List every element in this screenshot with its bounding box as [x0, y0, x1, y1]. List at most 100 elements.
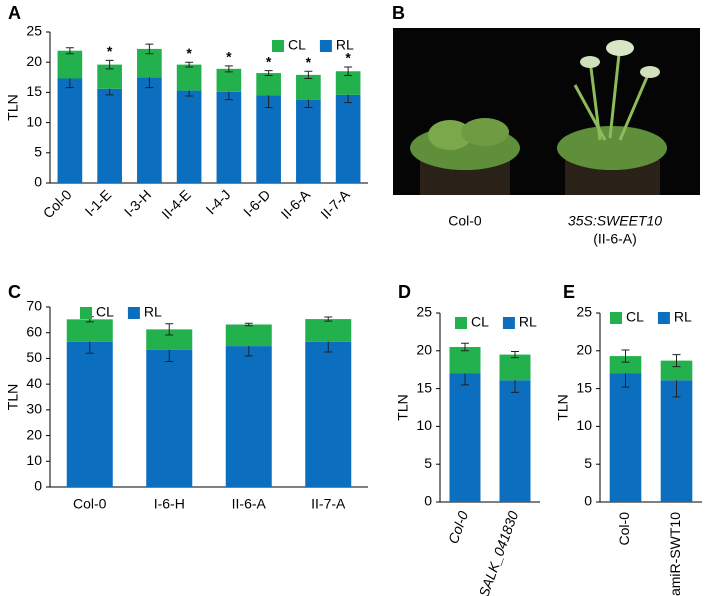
x-tick-label: Col-0: [40, 186, 75, 221]
y-axis-label: TLN: [395, 394, 411, 420]
y-tick-label: 25: [26, 23, 42, 39]
panel-letter: C: [8, 282, 21, 302]
y-tick-label: 20: [416, 342, 432, 358]
x-tick-label: I-6-H: [154, 496, 185, 512]
error-bar: [145, 43, 154, 55]
significance-marker: *: [226, 49, 232, 65]
bar-segment: [296, 74, 321, 100]
x-tick-label: I-6-D: [240, 186, 273, 219]
y-tick-label: 20: [26, 426, 42, 442]
bar-segment: [66, 341, 113, 487]
stems: [573, 44, 652, 141]
error-bar: [105, 59, 114, 70]
flowers: [580, 56, 600, 68]
error-bar: [511, 351, 519, 359]
caption: 35S:SWEET10: [568, 213, 662, 229]
panel-letter: D: [398, 282, 411, 302]
bar-segment: [97, 88, 122, 183]
panel-letter: A: [8, 3, 21, 23]
legend-swatch: [80, 307, 92, 319]
bar-segment: [305, 319, 352, 342]
photo-panel: B Col-0 35S:SWEET10 (II-6-A): [392, 3, 700, 247]
bar-segment: [660, 360, 693, 381]
legend-label: CL: [96, 304, 114, 320]
error-bar: [621, 349, 630, 363]
bar-segment: [449, 347, 481, 374]
bar-segment: [499, 380, 531, 502]
y-tick-label: 5: [34, 144, 42, 160]
legend-swatch: [127, 307, 140, 319]
x-tick-label: I-3-H: [121, 186, 154, 219]
flowers: [640, 66, 660, 78]
bar-segment: [225, 324, 272, 347]
y-axis-label: TLN: [5, 384, 21, 410]
y-tick-label: 10: [26, 113, 42, 129]
rosette: [557, 126, 667, 170]
significance-marker: *: [266, 53, 272, 69]
y-axis-label: TLN: [555, 394, 571, 420]
flowers: [606, 40, 634, 56]
bar-segment: [499, 354, 531, 381]
x-tick-label: II-6-A: [232, 496, 267, 512]
legend-swatch: [502, 317, 515, 329]
bar-segment: [146, 349, 193, 487]
error-bar: [264, 70, 273, 76]
bar-segment: [305, 341, 352, 487]
legend-label: CL: [288, 37, 306, 53]
error-bar: [224, 65, 233, 73]
bar-segment: [335, 94, 361, 183]
y-tick-label: 0: [424, 493, 432, 509]
leaf: [461, 118, 509, 146]
leaf: [428, 120, 472, 150]
x-tick-label: II-7-A: [317, 186, 353, 222]
y-tick-label: 15: [26, 83, 42, 99]
y-tick-label: 0: [584, 493, 592, 509]
x-tick-label: SALK_041830: [475, 509, 521, 596]
y-tick-label: 20: [26, 53, 42, 69]
legend-label: CL: [471, 314, 489, 330]
error-bar: [304, 70, 313, 80]
legend-swatch: [657, 312, 670, 324]
bar-segment: [216, 91, 242, 183]
x-tick-label: II-7-A: [311, 496, 346, 512]
caption: (II-6-A): [593, 231, 637, 247]
legend-label: RL: [519, 314, 537, 330]
bar-segment: [66, 319, 113, 342]
y-tick-label: 25: [576, 304, 592, 320]
bar-segment: [146, 329, 193, 350]
legend-swatch: [455, 317, 467, 329]
legend-label: RL: [144, 304, 162, 320]
caption: Col-0: [448, 213, 482, 229]
x-tick-label: I-1-E: [82, 186, 115, 219]
y-tick-label: 5: [584, 455, 592, 471]
x-tick-label: Col-0: [73, 496, 107, 512]
bar-segment: [176, 90, 202, 183]
bar-segment: [256, 73, 281, 96]
x-tick-label: I-4-J: [203, 186, 234, 217]
error-bar: [65, 47, 74, 55]
x-tick-label: II-4-E: [158, 186, 194, 222]
y-tick-label: 25: [416, 304, 432, 320]
legend-label: CL: [626, 309, 644, 325]
legend-swatch: [272, 40, 284, 52]
bar-segment: [256, 95, 281, 183]
y-tick-label: 40: [26, 375, 42, 391]
bar-segment: [335, 71, 361, 95]
y-tick-label: 70: [26, 298, 42, 314]
panel-letter: E: [563, 282, 575, 302]
y-tick-label: 10: [26, 452, 42, 468]
bar-segment: [137, 77, 162, 183]
bar-segment: [609, 356, 642, 374]
bar-segment: [57, 78, 83, 183]
y-tick-label: 5: [424, 455, 432, 471]
y-tick-label: 30: [26, 401, 42, 417]
error-bar: [244, 322, 253, 327]
legend-label: RL: [336, 37, 354, 53]
error-bar: [344, 66, 353, 76]
x-tick-label: Col-0: [445, 509, 472, 546]
significance-marker: *: [306, 54, 312, 70]
error-bar: [324, 316, 333, 322]
panel-letter: B: [392, 3, 405, 23]
y-tick-label: 0: [34, 174, 42, 190]
